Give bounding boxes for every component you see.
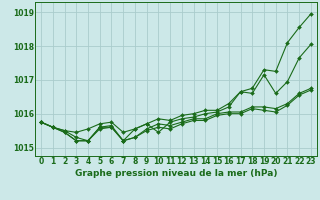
X-axis label: Graphe pression niveau de la mer (hPa): Graphe pression niveau de la mer (hPa) [75,169,277,178]
